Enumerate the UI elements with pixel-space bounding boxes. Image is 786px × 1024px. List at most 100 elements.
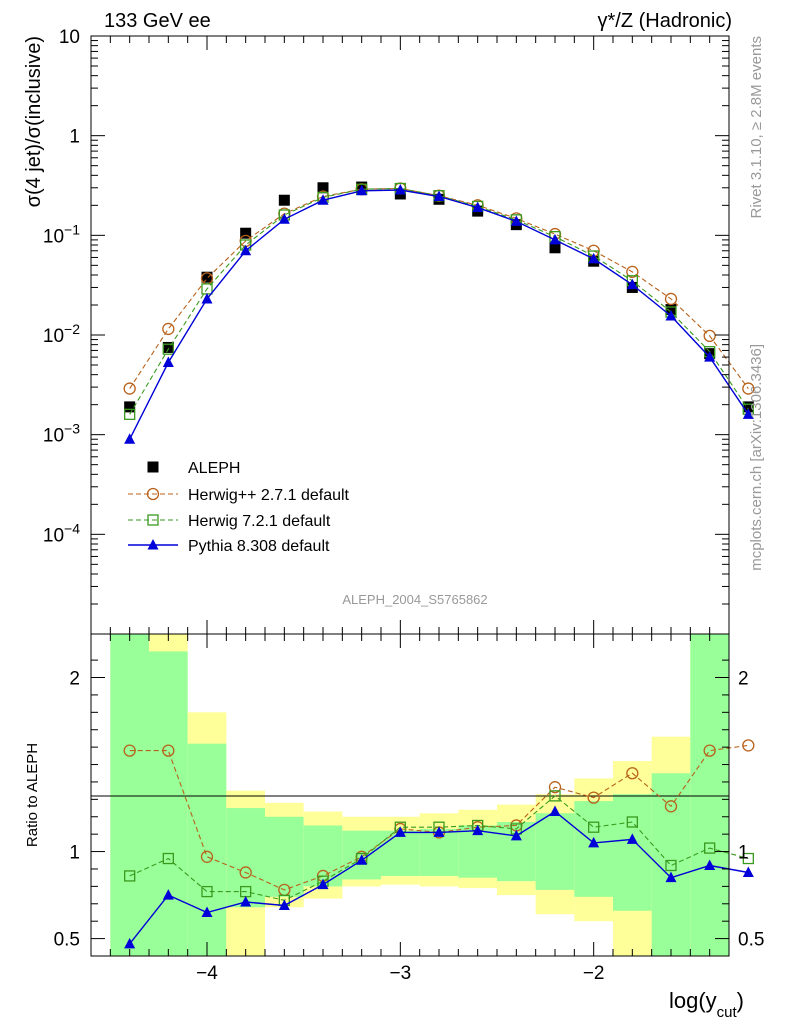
data-point-aleph-0 bbox=[124, 401, 136, 413]
y-tick-label: 1 bbox=[69, 127, 80, 148]
main-axis-ticks: 10 1 10−1 10−2 10−3 10−4 bbox=[43, 27, 729, 635]
data-point-herwigpp-15 bbox=[703, 329, 716, 343]
band-inner-11 bbox=[535, 813, 575, 890]
mcplots-side-label: mcplots.cern.ch [arXiv:1306.3436] bbox=[748, 344, 765, 571]
data-point-aleph-5 bbox=[317, 182, 329, 194]
band-inner-4 bbox=[265, 816, 304, 897]
series-line-herwigpp bbox=[129, 744, 749, 891]
data-point-pythia-10 bbox=[510, 829, 522, 841]
legend: ALEPH Herwig++ 2.7.1 default Herwig 7.2.1 … bbox=[128, 460, 350, 555]
data-point-herwigpp-14 bbox=[664, 800, 678, 813]
series-line-herwigpp bbox=[129, 187, 749, 389]
data-point-herwigpp-16 bbox=[742, 739, 755, 752]
data-point-herwig7-15 bbox=[704, 842, 716, 854]
data-point-pythia-1 bbox=[162, 356, 174, 367]
legend-label-herwig7: Herwig 7.2.1 default bbox=[188, 513, 331, 530]
data-point-pythia-9 bbox=[472, 201, 484, 213]
main-frame bbox=[90, 35, 730, 635]
data-point-aleph-2 bbox=[201, 271, 213, 283]
data-point-pythia-6 bbox=[356, 854, 368, 865]
data-point-pythia-10 bbox=[510, 215, 522, 226]
legend-marker-aleph bbox=[147, 461, 159, 473]
y-tick-label: 10−1 bbox=[43, 221, 80, 247]
legend-marker-herwig7 bbox=[147, 514, 159, 526]
data-point-pythia-15 bbox=[704, 859, 716, 870]
data-point-pythia-4 bbox=[278, 899, 290, 911]
data-point-pythia-5 bbox=[317, 194, 329, 205]
series-line-herwig7 bbox=[129, 187, 749, 415]
data-point-pythia-9 bbox=[472, 824, 484, 836]
ratio-x-tick-label: −4 bbox=[196, 963, 218, 984]
data-point-herwigpp-13 bbox=[626, 767, 639, 780]
data-point-herwig7-13 bbox=[626, 816, 638, 828]
data-point-aleph-1 bbox=[162, 341, 174, 353]
ratio-frame bbox=[90, 633, 730, 957]
series-line-pythia bbox=[129, 189, 749, 440]
data-point-pythia-11 bbox=[549, 805, 561, 817]
data-point-pythia-4 bbox=[278, 213, 290, 224]
ratio-uncertainty-bands bbox=[110, 634, 729, 956]
data-point-pythia-8 bbox=[433, 190, 445, 202]
data-point-pythia-14 bbox=[665, 310, 677, 321]
data-point-herwig7-16 bbox=[742, 852, 754, 865]
main-plot-area: 10 1 10−1 10−2 10−3 10−4 σ(4 jet)/σ(inclusive… bbox=[23, 27, 755, 635]
legend-marker-pythia bbox=[147, 539, 159, 550]
data-point-pythia-14 bbox=[665, 871, 677, 883]
data-point-herwigpp-2 bbox=[200, 850, 214, 863]
data-point-pythia-2 bbox=[201, 906, 213, 917]
header-right: γ*/Z (Hadronic) bbox=[598, 10, 732, 32]
data-point-herwig7-12 bbox=[588, 821, 600, 833]
band-inner-3 bbox=[226, 808, 265, 908]
data-point-pythia-15 bbox=[704, 351, 716, 362]
data-point-pythia-13 bbox=[626, 278, 638, 290]
band-inner-0 bbox=[110, 634, 149, 956]
ratio-y-tick-label-left: 2 bbox=[69, 669, 80, 690]
data-point-pythia-0 bbox=[124, 937, 136, 949]
band-inner-1 bbox=[149, 651, 188, 956]
data-point-pythia-7 bbox=[394, 184, 406, 195]
ratio-y-tick-label-left: 1 bbox=[69, 843, 80, 864]
data-point-herwig7-0 bbox=[124, 408, 136, 420]
legend-label-aleph: ALEPH bbox=[188, 460, 240, 477]
data-point-pythia-2 bbox=[201, 292, 213, 304]
data-point-herwigpp-15 bbox=[703, 744, 716, 757]
ratio-y-axis-label: Ratio to ALEPH bbox=[24, 743, 41, 847]
data-point-pythia-8 bbox=[433, 826, 445, 837]
y-tick-label: 10−3 bbox=[43, 421, 80, 447]
ratio-y-tick-label-right: 1 bbox=[738, 843, 749, 864]
data-point-herwigpp-13 bbox=[626, 265, 639, 279]
data-point-herwig7-14 bbox=[665, 859, 677, 872]
ratio-axis-ticks: 0.5 0.5 1 1 2 2 −4 −3 −2 bbox=[54, 634, 764, 984]
data-point-herwigpp-1 bbox=[162, 744, 175, 757]
data-point-pythia-12 bbox=[588, 252, 600, 264]
data-point-pythia-0 bbox=[124, 433, 136, 444]
data-point-pythia-13 bbox=[626, 833, 638, 844]
ratio-series-group bbox=[123, 739, 755, 949]
data-point-pythia-1 bbox=[162, 889, 174, 900]
ratio-y-tick-label-left: 0.5 bbox=[54, 930, 80, 951]
ratio-y-tick-label-right: 2 bbox=[738, 669, 749, 690]
x-axis-label: log(ycut) bbox=[669, 988, 744, 1021]
data-point-pythia-3 bbox=[240, 896, 252, 907]
legend-label-pythia: Pythia 8.308 default bbox=[188, 538, 330, 555]
data-point-pythia-6 bbox=[356, 184, 368, 196]
ratio-x-tick-label: −2 bbox=[583, 963, 605, 984]
data-point-pythia-16 bbox=[742, 408, 754, 419]
y-tick-label: 10 bbox=[59, 27, 80, 48]
data-point-herwig7-0 bbox=[124, 870, 136, 882]
data-point-pythia-5 bbox=[317, 878, 329, 890]
data-point-herwig7-11 bbox=[549, 790, 561, 802]
data-point-herwigpp-16 bbox=[742, 382, 755, 395]
band-inner-15 bbox=[690, 634, 729, 956]
data-point-aleph-4 bbox=[278, 194, 290, 206]
data-point-herwigpp-0 bbox=[123, 382, 136, 395]
analysis-label: ALEPH_2004_S5765862 bbox=[342, 592, 487, 607]
main-series-group bbox=[123, 181, 755, 444]
data-point-aleph-16 bbox=[742, 401, 754, 413]
data-point-pythia-7 bbox=[394, 826, 406, 837]
data-point-pythia-11 bbox=[549, 233, 561, 245]
data-point-pythia-3 bbox=[240, 244, 252, 256]
band-inner-5 bbox=[303, 825, 343, 887]
data-point-herwigpp-1 bbox=[162, 322, 175, 336]
